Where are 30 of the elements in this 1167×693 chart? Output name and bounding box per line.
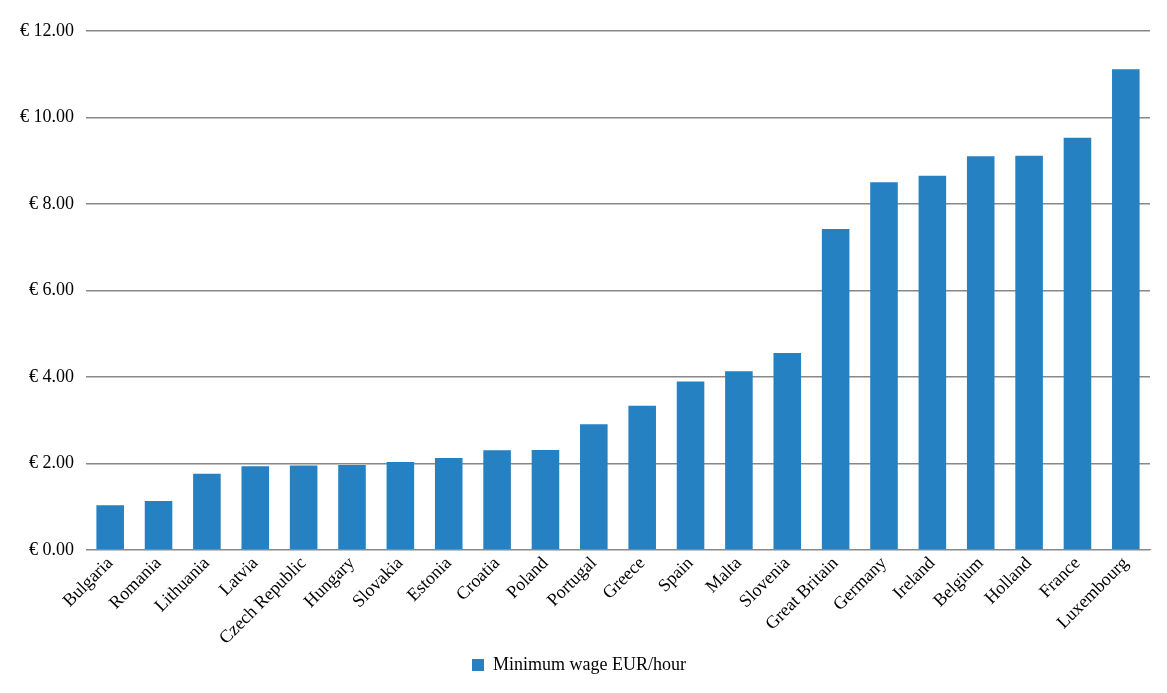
y-tick-label: € 10.00 xyxy=(20,106,74,127)
bar xyxy=(725,371,753,550)
y-tick-label: € 4.00 xyxy=(29,365,74,386)
bar xyxy=(434,458,463,550)
bar xyxy=(870,182,898,550)
bar xyxy=(918,175,947,550)
bar xyxy=(483,450,511,550)
bar xyxy=(531,449,560,550)
bar xyxy=(1015,155,1043,550)
bar xyxy=(966,156,995,550)
bar xyxy=(628,405,656,550)
bar xyxy=(338,465,366,550)
bar xyxy=(773,353,802,550)
bar xyxy=(289,465,318,550)
y-tick-label: € 8.00 xyxy=(29,192,74,213)
bar xyxy=(386,462,415,550)
bar xyxy=(144,500,173,550)
y-tick-label: € 12.00 xyxy=(20,19,74,40)
y-tick-label: € 6.00 xyxy=(29,279,74,300)
bar xyxy=(1112,69,1140,550)
bar xyxy=(96,505,124,550)
legend-label: Minimum wage EUR/hour xyxy=(493,653,686,674)
y-tick-label: € 2.00 xyxy=(29,452,74,473)
bar xyxy=(580,424,608,550)
bar xyxy=(1063,137,1092,550)
y-tick-label: € 0.00 xyxy=(29,538,74,559)
bar xyxy=(241,466,270,550)
bar xyxy=(821,228,850,550)
bar xyxy=(193,473,221,550)
bar xyxy=(676,381,705,550)
